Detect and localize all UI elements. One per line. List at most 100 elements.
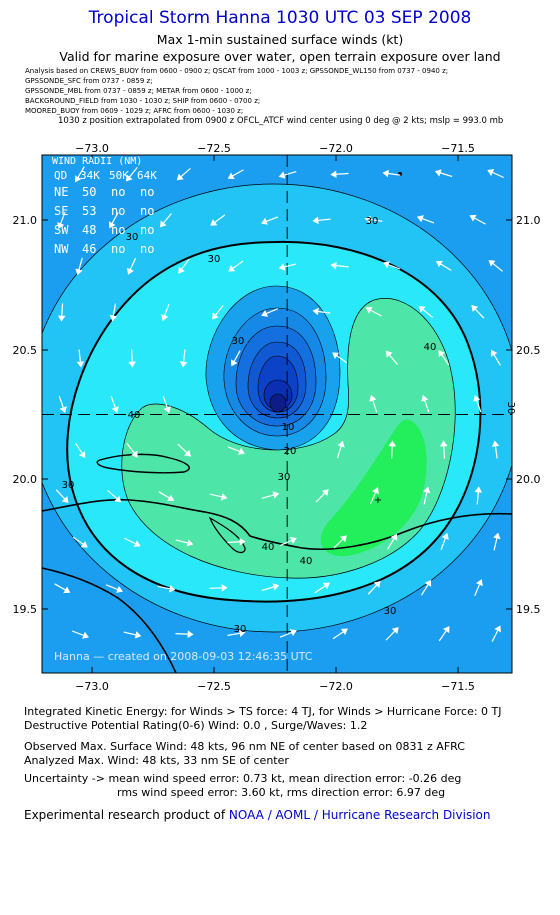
wind-arrow-head xyxy=(493,532,501,540)
lat-tick-label: 19.5 xyxy=(13,603,38,616)
lon-tick-label: −72.0 xyxy=(319,142,353,155)
wind-radii-64k: no xyxy=(140,223,154,237)
wind-arrow-head xyxy=(278,263,286,271)
source-line: GPSSONDE_MBL from 0737 - 0859 z; METAR f… xyxy=(25,87,252,95)
wind-arrow-head xyxy=(289,537,297,544)
wind-arrow-head xyxy=(178,266,185,274)
contour-label: 30 xyxy=(234,624,247,635)
contour-34-kt xyxy=(66,240,482,603)
contour-label: 30 xyxy=(126,232,139,243)
lat-tick-label: 20.0 xyxy=(516,473,541,486)
coastline-peninsula xyxy=(208,516,246,554)
wind-arrow-head xyxy=(471,304,479,312)
wind-arrow-head xyxy=(441,532,449,540)
footer-prefix: Experimental research product of xyxy=(24,808,229,822)
lon-tick-label: −71.5 xyxy=(441,142,475,155)
wind-arrow-head xyxy=(82,631,89,639)
wind-arrow-head xyxy=(434,169,442,177)
wind-radii-quadrant: SW xyxy=(54,223,69,237)
wind-arrow-head xyxy=(184,449,192,457)
plot-frame xyxy=(41,154,513,674)
wind-arrow-head xyxy=(114,495,122,503)
wind-radii-50k: no xyxy=(111,185,125,199)
contour-label: 40 xyxy=(262,542,275,553)
wind-arrow-head xyxy=(312,216,319,225)
subtitle-exposure: Valid for marine exposure over water, op… xyxy=(59,49,501,64)
wind-arrow-head xyxy=(167,494,175,502)
wind-vectors xyxy=(54,166,504,642)
wind-arrow-head xyxy=(289,629,297,637)
lon-tick-label: −73.0 xyxy=(75,680,109,693)
contour-30 xyxy=(42,183,512,633)
wind-arrow-head xyxy=(418,305,426,313)
wind-arrow-head xyxy=(186,539,194,547)
wind-arrow-head xyxy=(473,394,481,402)
wind-arrow-head xyxy=(369,394,377,402)
wind-arrow-head xyxy=(272,491,280,499)
wind-arrow-head xyxy=(494,625,501,633)
lat-tick-label: 20.5 xyxy=(516,344,541,357)
lon-tick-label: −72.0 xyxy=(319,680,353,693)
wind-radii-header: QD xyxy=(54,169,67,182)
storm-core xyxy=(205,285,341,451)
map-credit: Hanna — created on 2008-09-03 12:46:35 U… xyxy=(54,650,313,663)
wind-radii-header: 50K xyxy=(109,169,129,182)
wind-arrow-head xyxy=(330,261,337,270)
wind-arrow-head xyxy=(80,541,88,548)
source-line: MOORED_BUOY from 0609 - 1029 z; AFRC fro… xyxy=(25,107,244,115)
wind-arrow-head xyxy=(221,584,228,592)
wind-arrow-head xyxy=(488,260,496,267)
wind-arrow-head xyxy=(423,486,431,494)
wind-arrow-head xyxy=(440,440,448,447)
wind-radii-34k: 50 xyxy=(82,185,96,199)
wind-arrow-head xyxy=(424,579,432,587)
contour-label: 30 xyxy=(278,472,291,483)
wind-arrow-head xyxy=(163,406,171,414)
wind-arrow-head xyxy=(337,440,345,448)
page-title: Tropical Storm Hanna 1030 UTC 03 SEP 200… xyxy=(88,8,472,28)
wind-radii-50k: no xyxy=(111,223,125,237)
wind-arrow-head xyxy=(133,540,141,548)
wind-arrow-head xyxy=(469,214,477,222)
wind-radii-quadrant: SE xyxy=(54,204,68,218)
wind-arrow-head xyxy=(474,486,483,493)
wind-arrow-head xyxy=(230,359,238,367)
wind-arrow-head xyxy=(128,361,136,368)
wind-arrow-head xyxy=(435,260,443,268)
contour-label: 40 xyxy=(300,556,313,567)
contour-label: 30 xyxy=(62,480,75,491)
wind-arrow-head xyxy=(442,626,450,634)
wind-arrow-head xyxy=(212,312,219,320)
coastline-west xyxy=(42,567,177,673)
wind-arrow-head xyxy=(330,170,337,178)
wind-arrow-head xyxy=(109,314,118,322)
wind-arrow-head xyxy=(490,349,498,357)
wind-arrow-head xyxy=(61,496,69,504)
wind-arrow-head xyxy=(210,219,218,226)
analyzed-max-line: Analyzed Max. Wind: 48 kts, 33 nm SE of … xyxy=(24,754,289,767)
hrd-link[interactable]: NOAA / AOML / Hurricane Research Divisio… xyxy=(228,808,491,822)
wind-arrow-head xyxy=(365,306,373,314)
lat-tick-label: 21.0 xyxy=(13,214,38,227)
wind-arrow-head xyxy=(312,307,319,316)
wind-arrow-head xyxy=(176,173,184,181)
wind-arrow-head xyxy=(57,315,66,322)
lon-tick-label: −72.5 xyxy=(197,142,231,155)
lat-tick-label: 19.5 xyxy=(516,603,541,616)
wind-radii-header: 34K xyxy=(80,169,100,182)
wind-arrow-head xyxy=(168,584,176,593)
wind-arrow-head xyxy=(272,583,280,591)
wind-arrow-head xyxy=(475,579,483,587)
wind-arrow-head xyxy=(76,361,85,368)
wind-radii-title: WIND RADII (NM) xyxy=(52,156,142,167)
wind-arrow-head xyxy=(416,215,424,223)
wind-radii-64k: no xyxy=(140,204,154,218)
contour-label: 40 xyxy=(424,342,437,353)
tick-marks xyxy=(42,155,512,673)
wind-arrow-head xyxy=(134,631,142,639)
wind-arrow-head xyxy=(438,350,446,358)
wind-arrow-head xyxy=(239,629,246,638)
wind-radii-quadrant: NE xyxy=(54,185,68,199)
wind-arrow-head xyxy=(385,350,393,358)
wind-arrow-head xyxy=(321,489,329,496)
